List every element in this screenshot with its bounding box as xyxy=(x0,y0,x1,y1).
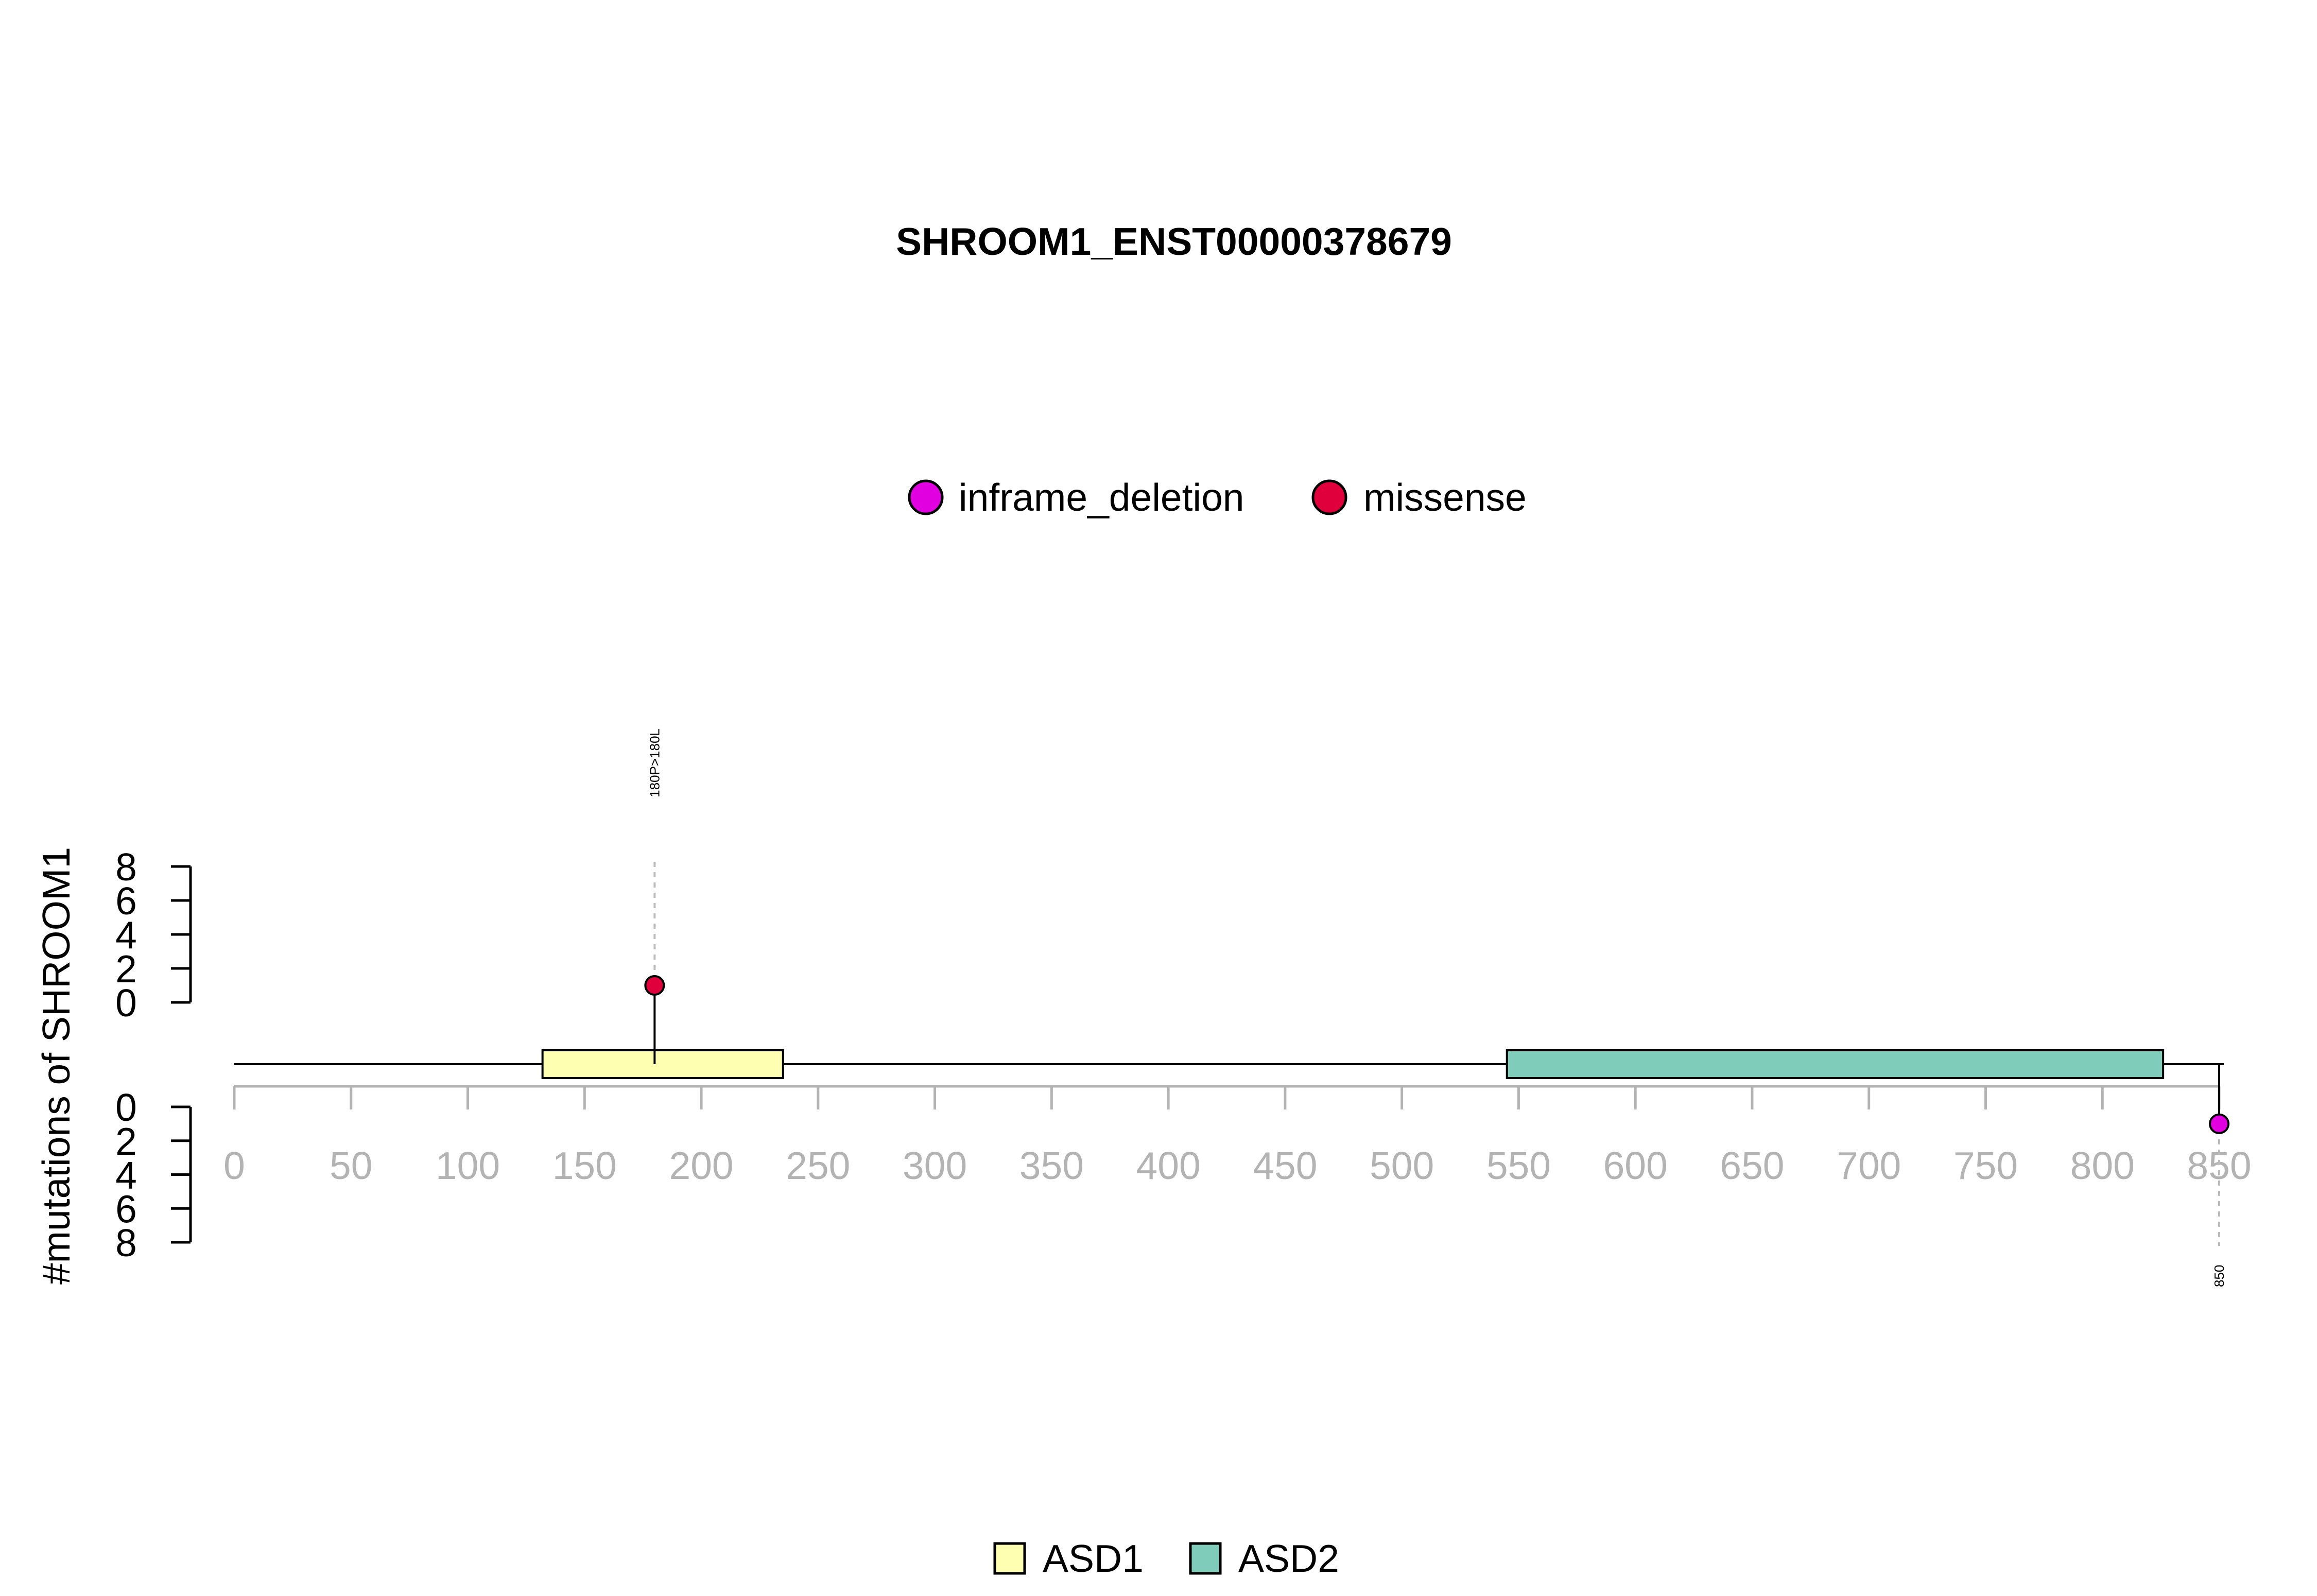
x-tick-label: 750 xyxy=(1953,1144,2018,1187)
protein-domains xyxy=(541,1049,2165,1079)
domain-legend: ASD1 ASD2 xyxy=(993,1537,1339,1580)
x-tick-label: 700 xyxy=(1837,1144,1901,1187)
x-tick-label: 600 xyxy=(1603,1144,1668,1187)
mutation-point xyxy=(644,975,665,996)
mutation-point xyxy=(2209,1113,2229,1134)
x-tick-label: 500 xyxy=(1370,1144,1434,1187)
y-axis-label: #mutations of SHROOM1 xyxy=(34,847,78,1285)
chart-title: SHROOM1_ENST00000378679 xyxy=(896,220,1452,263)
upper-y-tick-label: 0 xyxy=(115,981,137,1025)
x-tick-label: 150 xyxy=(552,1144,617,1187)
mutation-label: 180P>180L xyxy=(647,728,662,797)
mutation-label: 850 xyxy=(2211,1265,2227,1287)
lower-y-tick-label: 8 xyxy=(115,1221,137,1264)
x-tick-label: 50 xyxy=(330,1144,372,1187)
lower-y-tick-label: 6 xyxy=(115,1187,137,1230)
domain-legend-swatch-ASD2 xyxy=(1189,1542,1222,1575)
x-tick-label: 800 xyxy=(2070,1144,2135,1187)
domain-legend-label-ASD1: ASD1 xyxy=(1043,1537,1144,1580)
upper-y-tick-label: 2 xyxy=(115,947,137,991)
upper-y-tick-label: 4 xyxy=(115,913,137,957)
x-tick-label: 350 xyxy=(1019,1144,1084,1187)
legend-label-missense: missense xyxy=(1363,476,1527,519)
upper-y-tick-label: 6 xyxy=(115,879,137,923)
x-axis: 0 50 100 150 200 250 300 350 400 450 500 550 600 650 7… xyxy=(223,1085,2252,1187)
upper-y-tick-label: 8 xyxy=(115,845,137,889)
mutation-lollipops: 180P>180L 850 xyxy=(644,728,2229,1287)
legend-marker-inframe_deletion xyxy=(908,479,944,515)
x-tick-label: 200 xyxy=(669,1144,733,1187)
mutation-type-legend: inframe_deletion missense xyxy=(908,476,1527,519)
legend-marker-missense xyxy=(1311,479,1347,515)
lower-y-tick-label: 4 xyxy=(115,1154,137,1197)
legend-label-inframe_deletion: inframe_deletion xyxy=(959,476,1244,519)
x-tick-label: 550 xyxy=(1486,1144,1551,1187)
lower-y-tick-label: 0 xyxy=(115,1086,137,1129)
domain-legend-label-ASD2: ASD2 xyxy=(1238,1537,1339,1580)
x-tick-label: 450 xyxy=(1253,1144,1317,1187)
x-tick-label: 0 xyxy=(223,1144,245,1187)
domain-ASD1 xyxy=(541,1049,784,1079)
domain-ASD2 xyxy=(1506,1049,2165,1079)
lower-y-tick-label: 2 xyxy=(115,1120,137,1163)
x-tick-label: 400 xyxy=(1136,1144,1201,1187)
x-tick-label: 100 xyxy=(436,1144,500,1187)
domain-legend-swatch-ASD1 xyxy=(993,1542,1026,1575)
x-tick-label: 650 xyxy=(1720,1144,1784,1187)
x-tick-label: 300 xyxy=(903,1144,967,1187)
x-tick-label: 250 xyxy=(786,1144,850,1187)
